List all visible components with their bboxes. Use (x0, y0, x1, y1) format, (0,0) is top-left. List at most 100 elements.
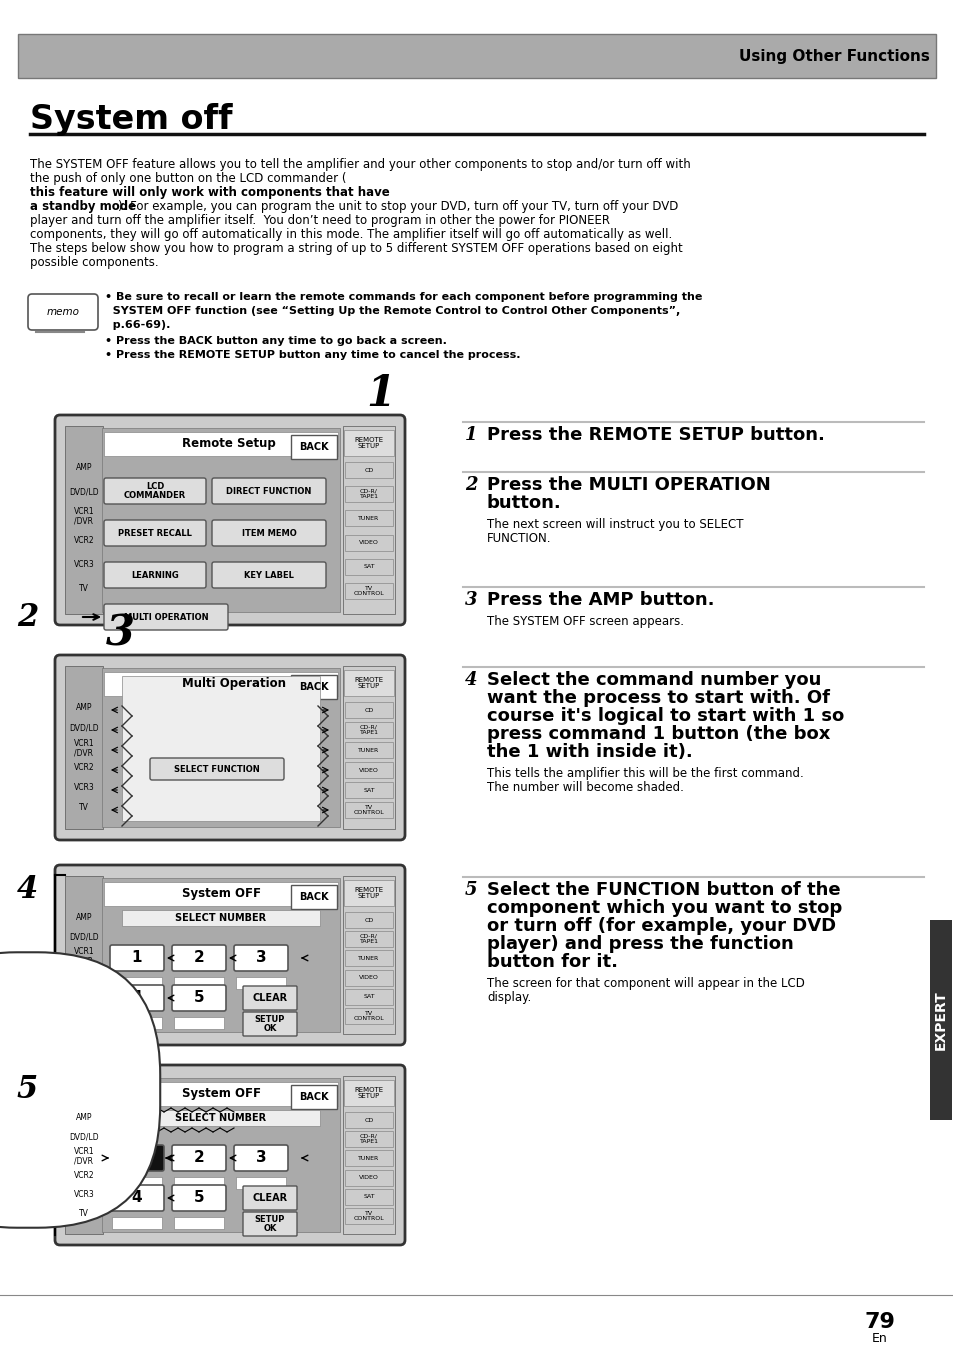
Text: System OFF: System OFF (182, 1088, 261, 1100)
Text: 5: 5 (193, 991, 204, 1006)
FancyBboxPatch shape (243, 1212, 296, 1236)
Text: VCR2: VCR2 (73, 763, 94, 772)
Text: 1: 1 (132, 950, 142, 965)
Text: The steps below show you how to program a string of up to 5 different SYSTEM OFF: The steps below show you how to program … (30, 243, 682, 255)
Text: TUNER: TUNER (358, 516, 379, 520)
Bar (344, 880, 394, 906)
Text: TV: TV (79, 803, 89, 813)
Bar (929, 919, 951, 1120)
FancyBboxPatch shape (233, 1144, 288, 1171)
Text: VCR2: VCR2 (73, 537, 94, 545)
Text: The screen for that component will appear in the LCD: The screen for that component will appea… (486, 977, 804, 989)
FancyBboxPatch shape (291, 1085, 336, 1109)
Text: Press the REMOTE SETUP button.: Press the REMOTE SETUP button. (486, 426, 824, 443)
FancyBboxPatch shape (150, 758, 284, 780)
Text: ITEM MEMO: ITEM MEMO (241, 528, 296, 538)
Bar (345, 723, 393, 737)
Text: 4: 4 (17, 875, 38, 906)
Text: DVD/LD: DVD/LD (70, 724, 99, 732)
Text: SAT: SAT (363, 787, 375, 793)
Text: This tells the amplifier this will be the first command.: This tells the amplifier this will be th… (486, 767, 803, 780)
Text: 4: 4 (132, 991, 142, 1006)
Text: components, they will go off automatically in this mode. The amplifier itself wi: components, they will go off automatical… (30, 228, 672, 241)
Text: CD-R/
TAPE1: CD-R/ TAPE1 (359, 489, 378, 499)
Text: The number will become shaded.: The number will become shaded. (486, 780, 683, 794)
Text: EXPERT: EXPERT (933, 991, 947, 1050)
FancyBboxPatch shape (172, 1144, 226, 1171)
Bar (345, 1008, 393, 1024)
Text: PRESET RECALL: PRESET RECALL (118, 528, 192, 538)
Text: TV: TV (79, 1010, 89, 1018)
Bar (345, 1150, 393, 1166)
Bar (345, 802, 393, 818)
Text: 3: 3 (106, 613, 134, 655)
Bar (65, 426, 103, 613)
Text: Remote Setup: Remote Setup (182, 438, 275, 450)
Bar (343, 1076, 395, 1233)
Text: VCR1
/DVR: VCR1 /DVR (73, 1147, 94, 1166)
Text: SAT: SAT (363, 565, 375, 569)
Text: 1: 1 (366, 373, 395, 415)
Text: VCR3: VCR3 (73, 561, 94, 569)
Text: AMP: AMP (75, 1113, 92, 1123)
Text: 4: 4 (132, 1190, 142, 1205)
Text: the push of only one button on the LCD commander (: the push of only one button on the LCD c… (30, 173, 346, 185)
Text: 2: 2 (193, 1150, 204, 1166)
Text: possible components.: possible components. (30, 256, 158, 270)
FancyBboxPatch shape (104, 520, 206, 546)
Bar (345, 931, 393, 948)
Text: Multi Operation: Multi Operation (182, 678, 286, 690)
Text: AMP: AMP (75, 914, 92, 922)
Text: SELECT FUNCTION: SELECT FUNCTION (174, 764, 259, 774)
Text: player) and press the function: player) and press the function (486, 936, 793, 953)
Text: 4: 4 (464, 671, 477, 689)
Bar (235, 977, 286, 989)
FancyBboxPatch shape (243, 1186, 296, 1211)
Text: VCR1
/DVR: VCR1 /DVR (73, 739, 94, 758)
Bar (343, 876, 395, 1034)
Bar (104, 1082, 337, 1105)
FancyBboxPatch shape (104, 562, 206, 588)
Bar (345, 913, 393, 927)
Text: VIDEO: VIDEO (358, 1175, 378, 1180)
Text: TUNER: TUNER (358, 748, 379, 752)
Text: 5: 5 (193, 1190, 204, 1205)
Text: • Press the BACK button any time to go back a screen.: • Press the BACK button any time to go b… (105, 336, 446, 346)
Bar (173, 977, 224, 989)
Text: VCR2: VCR2 (73, 971, 94, 980)
Text: 3: 3 (464, 590, 477, 609)
Text: TV: TV (79, 584, 89, 593)
Text: BACK: BACK (299, 682, 329, 692)
Text: memo: memo (47, 307, 79, 317)
FancyBboxPatch shape (243, 985, 296, 1010)
Text: VCR3: VCR3 (73, 783, 94, 793)
Text: REMOTE
SETUP: REMOTE SETUP (355, 887, 383, 899)
FancyBboxPatch shape (291, 435, 336, 460)
Text: BACK: BACK (299, 442, 329, 452)
FancyBboxPatch shape (212, 520, 326, 546)
FancyBboxPatch shape (28, 294, 98, 330)
FancyBboxPatch shape (172, 945, 226, 971)
Text: BACK: BACK (299, 1092, 329, 1103)
Text: player and turn off the amplifier itself.  You don’t need to program in other th: player and turn off the amplifier itself… (30, 214, 609, 226)
Text: FUNCTION.: FUNCTION. (486, 532, 551, 545)
Text: CD-R/
TAPE1: CD-R/ TAPE1 (359, 725, 378, 735)
FancyBboxPatch shape (55, 1065, 405, 1246)
Text: VCR1
/DVR: VCR1 /DVR (73, 507, 94, 526)
Bar (345, 950, 393, 967)
FancyBboxPatch shape (55, 655, 405, 840)
Bar (345, 702, 393, 718)
Text: CD: CD (364, 468, 374, 473)
Text: CD-R/
TAPE1: CD-R/ TAPE1 (359, 1134, 378, 1144)
Text: VCR3: VCR3 (73, 991, 94, 999)
Text: 3: 3 (255, 950, 266, 965)
Bar (65, 876, 103, 1034)
Text: VIDEO: VIDEO (358, 541, 378, 545)
Text: SETUP
OK: SETUP OK (254, 1215, 285, 1233)
Bar (345, 741, 393, 758)
Text: KEY LABEL: KEY LABEL (244, 570, 294, 580)
Bar (345, 558, 393, 574)
Text: SELECT NUMBER: SELECT NUMBER (175, 1113, 266, 1123)
Bar (345, 969, 393, 985)
Text: Select the FUNCTION button of the: Select the FUNCTION button of the (486, 882, 840, 899)
